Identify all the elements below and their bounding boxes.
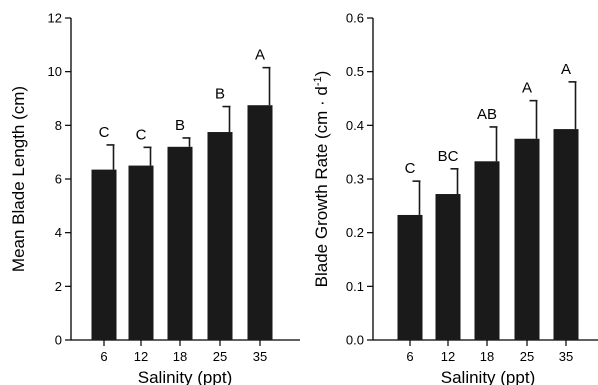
x-tick-label: 12 (134, 349, 148, 364)
bar-6-ppt (91, 169, 117, 340)
bar-12-ppt (435, 194, 461, 340)
y-axis-title: Mean Blade Length (cm) (9, 86, 28, 272)
significance-label: A (255, 47, 265, 64)
x-ticks: 6 12 18 25 35 (406, 340, 573, 364)
significance-label: C (99, 124, 110, 141)
y-tick-label: 12 (48, 11, 62, 26)
bar-35-ppt (247, 105, 273, 340)
y-tick-label: 0.1 (346, 279, 364, 294)
y-tick-label: 4 (55, 225, 62, 240)
x-tick-label: 25 (520, 349, 534, 364)
y-tick-label: 0 (55, 333, 62, 348)
x-tick-label: 6 (406, 349, 413, 364)
x-tick-label: 12 (441, 349, 455, 364)
x-axis-title: Salinity (ppt) (441, 368, 535, 385)
x-tick-label: 35 (559, 349, 573, 364)
x-ticks: 6 12 18 25 35 (100, 340, 267, 364)
bar-12-ppt (128, 165, 154, 340)
y-axis-title-main: Blade Growth Rate (cm · d (312, 86, 331, 287)
bar-18-ppt (167, 146, 193, 340)
x-tick-label: 35 (253, 349, 267, 364)
x-tick-label: 6 (100, 349, 107, 364)
blade-length-chart: 0 2 4 6 8 10 12 6 12 18 25 35 C C B B A Salinity (ppt)… (9, 11, 300, 385)
y-axis-title: Blade Growth Rate (cm · d-1) (312, 71, 331, 288)
significance-label: B (175, 117, 185, 134)
bar-25-ppt (514, 138, 540, 340)
y-tick-label: 0.6 (346, 11, 364, 26)
x-tick-label: 25 (213, 349, 227, 364)
y-tick-label: 2 (55, 279, 62, 294)
y-tick-label: 10 (48, 64, 62, 79)
x-axis-title: Salinity (ppt) (138, 368, 232, 385)
y-tick-label: 0.4 (346, 118, 364, 133)
y-tick-label: 0.3 (346, 172, 364, 187)
x-tick-label: 18 (480, 349, 494, 364)
significance-label: B (215, 86, 225, 103)
blade-growth-rate-chart: 0.00.10.20.30.40.50.6 6 12 18 25 35 CBCABAA … (312, 11, 598, 385)
y-ticks: 0 2 4 6 8 10 12 (48, 11, 71, 348)
y-axis-title-end: ) (312, 71, 331, 77)
bars: C C B B A (91, 47, 273, 340)
significance-label: A (522, 80, 532, 97)
y-ticks: 0.0 0.1 0.2 0.3 0.4 0.5 0.6 (346, 11, 373, 348)
bar-18-ppt (474, 161, 500, 340)
y-tick-label: 0.2 (346, 225, 364, 240)
x-tick-label: 18 (173, 349, 187, 364)
y-tick-label: 0.5 (346, 64, 364, 79)
y-tick-label: 6 (55, 172, 62, 187)
y-tick-label: 8 (55, 118, 62, 133)
bar-25-ppt (207, 132, 233, 340)
bar-35-ppt (553, 129, 579, 340)
y-axis-title-superscript: -1 (312, 76, 324, 86)
significance-label: C (405, 160, 416, 177)
significance-label: AB (477, 106, 497, 123)
y-tick-label: 0.0 (346, 333, 364, 348)
bar-6-ppt (397, 214, 423, 340)
significance-label: A (561, 61, 571, 78)
significance-label: C (136, 126, 147, 143)
bars: C BC AB A A (397, 61, 579, 340)
significance-label: BC (438, 148, 459, 165)
